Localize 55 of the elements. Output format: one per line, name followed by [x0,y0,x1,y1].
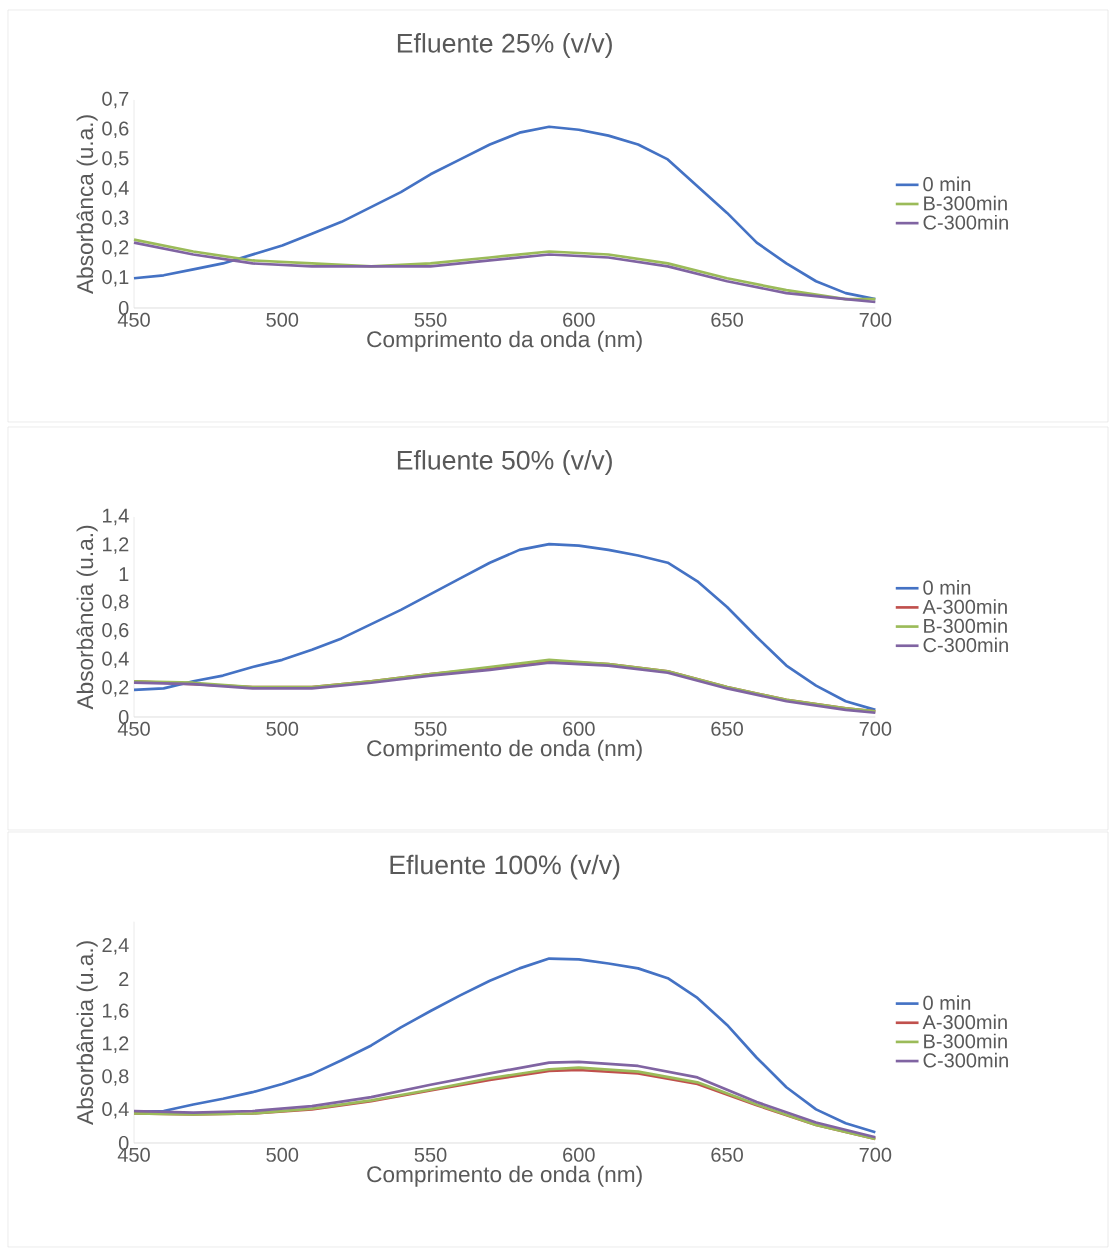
legend-label: 0 min [923,995,971,1011]
x-tick-label: 550 [414,721,447,736]
x-axis-title: Comprimento de onda (nm) [367,739,642,761]
x-axis-title: Comprimento de onda (nm) [367,1165,642,1187]
x-tick-label: 500 [266,1147,299,1162]
y-tick-label: 0,6 [102,121,129,138]
legend-label: C-300min [923,214,1008,230]
y-tick-label: 1,4 [103,508,129,526]
y-tick-label: 1,2 [103,1036,129,1053]
y-tick-label: 0,4 [102,651,129,669]
x-tick-label: 700 [859,721,892,736]
legend-label: C-300min [923,1052,1008,1068]
legend-label: A-300min [922,599,1007,614]
x-tick-label: 650 [711,721,743,736]
y-tick-label: 0,2 [102,680,129,697]
x-tick-label: 650 [711,1147,743,1162]
y-tick-label: 0,7 [102,91,129,109]
y-tick-label: 0,8 [102,594,129,611]
legend-label: B-300min [924,618,1007,634]
x-tick-label: 550 [414,312,447,327]
chart-title: Efluente 50% (v/v) [397,450,612,475]
x-tick-label: 600 [563,1147,595,1162]
x-tick-label: 500 [266,721,299,736]
y-tick-label: 1 [119,567,129,582]
x-tick-label: 650 [711,312,743,327]
y-tick-label: 0,6 [102,623,129,640]
y-tick-label: 0,3 [102,210,129,228]
legend-label: 0 min [923,176,971,192]
legend-label: A-300min [922,1014,1007,1030]
y-tick-label: 0,5 [102,151,129,168]
y-tick-label: 0,4 [102,1101,129,1119]
x-tick-label: 600 [563,721,595,736]
y-tick-label: 0,4 [102,180,129,198]
x-tick-label: 700 [859,1147,892,1162]
x-tick-label: 700 [859,312,892,327]
chart-title: Efluente 100% (v/v) [390,854,620,880]
y-axis-title: Absorbância (u.a.) [76,941,98,1125]
chart-title: Efluente 25% (v/v) [397,33,612,58]
y-tick-label: 1,6 [103,1003,129,1021]
y-tick-label: 2,4 [102,937,129,955]
legend-label: B-300min [924,1033,1007,1049]
y-tick-label: 0,2 [102,240,129,257]
x-tick-label: 550 [414,1147,447,1162]
y-axis-title: Absorbânca (u.a.) [76,115,98,295]
x-tick-label: 600 [563,312,595,327]
y-axis-title: Absorbância (u.a.) [76,525,98,710]
y-tick-label: 0,8 [102,1069,129,1086]
legend-label: 0 min [923,580,971,595]
x-tick-label: 500 [266,312,299,327]
legend-label: B-300min [924,195,1007,211]
legend-label: C-300min [923,637,1008,653]
y-tick-label: 0,1 [102,270,129,287]
y-tick-label: 1,2 [103,537,129,554]
x-axis-title: Comprimento da onda (nm) [367,330,642,352]
y-tick-label: 2 [119,972,129,987]
